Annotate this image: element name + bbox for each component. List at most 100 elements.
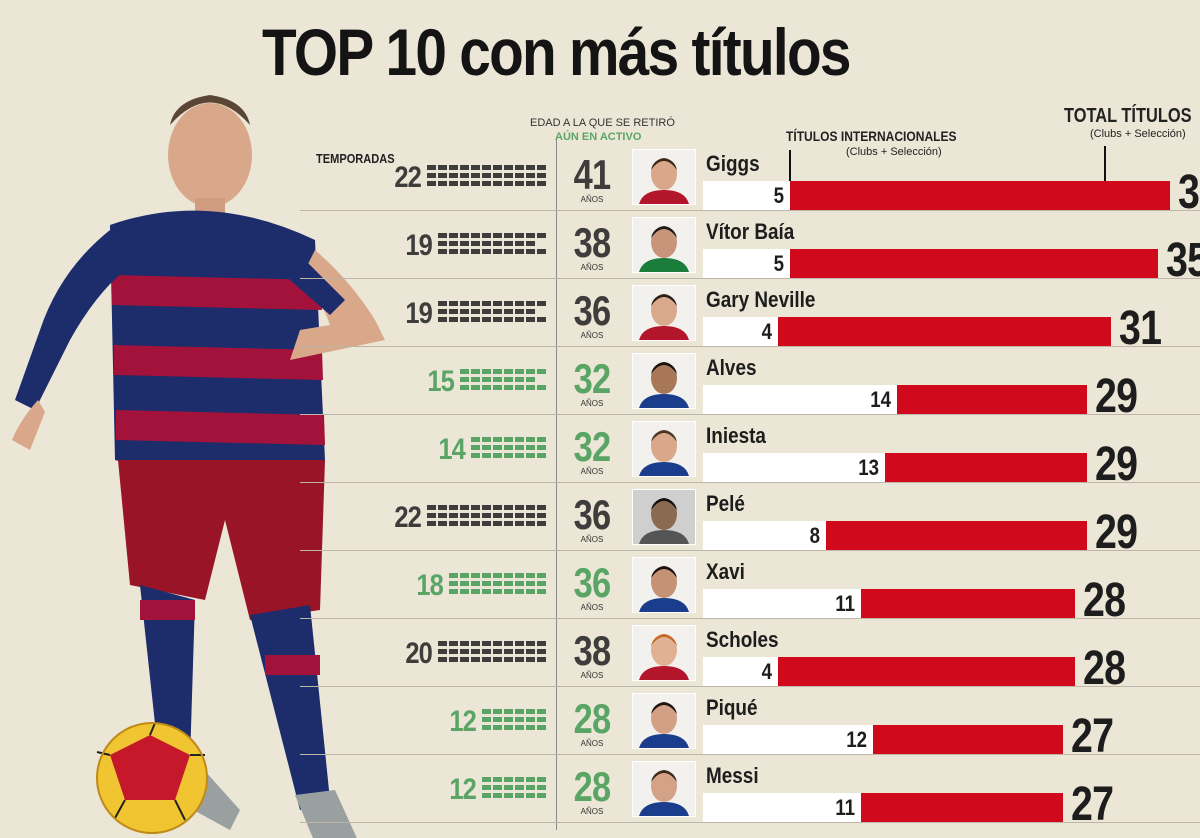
season-tick bbox=[504, 309, 513, 314]
seasons-ticks bbox=[438, 641, 548, 665]
season-tick bbox=[526, 785, 535, 790]
season-tick bbox=[471, 369, 480, 374]
season-tick bbox=[537, 793, 546, 798]
season-tick bbox=[460, 505, 469, 510]
total-titles-bar bbox=[861, 793, 1063, 823]
intl-header: TÍTULOS INTERNACIONALES bbox=[786, 128, 957, 144]
season-tick bbox=[515, 777, 524, 782]
season-tick bbox=[526, 173, 535, 178]
season-tick bbox=[515, 385, 524, 390]
player-photo bbox=[632, 285, 696, 341]
season-tick bbox=[471, 173, 480, 178]
season-tick bbox=[515, 445, 524, 450]
seasons-value: 18 bbox=[416, 569, 444, 602]
season-tick bbox=[526, 581, 535, 586]
season-tick bbox=[471, 445, 480, 450]
season-tick bbox=[493, 165, 502, 170]
season-tick bbox=[493, 445, 502, 450]
seasons-value: 15 bbox=[427, 365, 455, 398]
season-tick bbox=[515, 513, 524, 518]
total-header-sub: (Clubs + Selección) bbox=[1090, 128, 1186, 140]
intl-titles-value: 8 bbox=[809, 523, 820, 548]
season-tick bbox=[526, 453, 535, 458]
season-tick bbox=[493, 657, 502, 662]
age-unit: AÑOS bbox=[580, 807, 604, 816]
season-tick bbox=[493, 181, 502, 186]
player-name: Xavi bbox=[706, 559, 745, 584]
page-title: TOP 10 con más títulos bbox=[262, 15, 851, 89]
season-tick bbox=[537, 165, 546, 170]
total-titles-value: 36 bbox=[1178, 166, 1200, 219]
season-tick bbox=[537, 785, 546, 790]
season-tick bbox=[526, 725, 535, 730]
season-tick bbox=[504, 581, 513, 586]
intl-titles-bar bbox=[703, 793, 861, 823]
season-tick bbox=[427, 173, 436, 178]
season-tick bbox=[504, 165, 513, 170]
season-tick bbox=[438, 641, 447, 646]
season-tick bbox=[449, 181, 458, 186]
season-tick bbox=[504, 793, 513, 798]
season-tick bbox=[526, 385, 535, 390]
seasons-ticks bbox=[482, 777, 548, 801]
season-tick bbox=[504, 317, 513, 322]
row-separator bbox=[300, 210, 1200, 211]
season-tick bbox=[504, 717, 513, 722]
season-tick bbox=[471, 641, 480, 646]
season-tick bbox=[493, 377, 502, 382]
season-tick bbox=[515, 233, 524, 238]
season-tick bbox=[482, 573, 491, 578]
season-tick bbox=[471, 505, 480, 510]
season-tick bbox=[504, 301, 513, 306]
season-tick bbox=[526, 309, 535, 314]
season-tick bbox=[482, 649, 491, 654]
season-tick bbox=[515, 793, 524, 798]
age-value: 32 bbox=[573, 355, 611, 402]
season-tick bbox=[493, 309, 502, 314]
season-tick bbox=[471, 165, 480, 170]
total-titles-value: 27 bbox=[1071, 778, 1114, 831]
season-tick bbox=[537, 445, 546, 450]
season-tick bbox=[438, 249, 447, 254]
intl-titles-value: 5 bbox=[773, 251, 784, 276]
intl-titles-bar bbox=[703, 453, 885, 483]
season-tick bbox=[427, 181, 436, 186]
intl-titles-value: 4 bbox=[761, 659, 772, 684]
season-tick bbox=[493, 725, 502, 730]
season-tick bbox=[471, 181, 480, 186]
season-tick bbox=[537, 573, 546, 578]
seasons-value: 12 bbox=[449, 705, 477, 738]
season-tick bbox=[537, 513, 546, 518]
season-tick bbox=[526, 589, 535, 594]
season-tick bbox=[515, 453, 524, 458]
season-tick bbox=[449, 513, 458, 518]
player-photo bbox=[632, 217, 696, 273]
row-separator bbox=[300, 686, 1200, 687]
age-header: EDAD A LA QUE SE RETIRÓ bbox=[530, 117, 675, 129]
season-tick bbox=[537, 777, 546, 782]
season-tick bbox=[482, 445, 491, 450]
player-photo bbox=[632, 489, 696, 545]
season-tick bbox=[482, 249, 491, 254]
total-titles-bar bbox=[790, 249, 1158, 279]
season-tick bbox=[515, 437, 524, 442]
total-titles-bar bbox=[897, 385, 1087, 415]
season-tick bbox=[460, 385, 469, 390]
season-tick bbox=[515, 521, 524, 526]
season-tick bbox=[504, 513, 513, 518]
season-tick bbox=[526, 445, 535, 450]
season-tick bbox=[471, 233, 480, 238]
season-tick bbox=[471, 301, 480, 306]
player-illustration bbox=[12, 95, 385, 838]
season-tick bbox=[482, 589, 491, 594]
intl-titles-bar bbox=[703, 589, 861, 619]
player-photo bbox=[632, 149, 696, 205]
season-tick bbox=[537, 181, 546, 186]
season-tick bbox=[526, 505, 535, 510]
age-unit: AÑOS bbox=[580, 263, 604, 272]
season-tick bbox=[460, 641, 469, 646]
season-tick bbox=[526, 165, 535, 170]
season-tick bbox=[460, 233, 469, 238]
age-value: 38 bbox=[573, 219, 611, 266]
season-tick bbox=[526, 573, 535, 578]
